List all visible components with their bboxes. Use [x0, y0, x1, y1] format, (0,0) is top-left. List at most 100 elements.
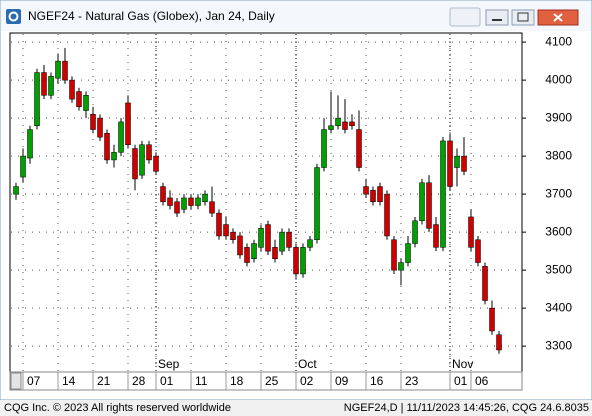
candle-body [377, 186, 383, 202]
candle-body [139, 144, 145, 176]
status-text: NGEF24,D | 11/11/2023 14:45:26, CQG 24.6… [344, 402, 589, 414]
candle-body [160, 186, 166, 202]
candle-body [48, 76, 54, 96]
candle-body [482, 266, 488, 301]
candle-body [307, 239, 313, 248]
month-label: Sep [158, 357, 180, 371]
x-tick-label: 06 [475, 374, 489, 388]
candle-body [216, 212, 222, 237]
candle-body [342, 121, 348, 130]
candle-body [384, 193, 390, 237]
y-tick-label: 3700 [545, 186, 572, 200]
candle-body [461, 155, 467, 172]
plot-area [9, 32, 523, 373]
x-tick-label: 01 [454, 374, 468, 388]
x-tick-label: 01 [160, 374, 174, 388]
app-icon [6, 9, 21, 24]
x-tick-label: 02 [300, 374, 314, 388]
x-tick-label: 07 [27, 374, 41, 388]
candle-body [181, 197, 187, 210]
candle-body [195, 197, 201, 206]
close-glyph [553, 13, 563, 22]
candle-body [83, 95, 89, 111]
y-tick-label: 4100 [545, 34, 572, 48]
candle-body [489, 307, 495, 332]
candle-body [146, 144, 152, 161]
candle-body [447, 140, 453, 187]
candle-body [349, 121, 355, 126]
candle-body [90, 114, 96, 130]
minimize-button[interactable] [485, 9, 509, 26]
maximize-glyph [517, 12, 529, 22]
chart-title: NGEF24 - Natural Gas (Globex), Jan 24, D… [28, 9, 275, 23]
candle-body [69, 79, 75, 100]
candle-body [209, 201, 215, 214]
candle-body [335, 117, 341, 126]
candle-body [321, 129, 327, 168]
candle-body [433, 224, 439, 248]
y-tick-label: 3400 [545, 300, 572, 314]
month-label: Oct [298, 357, 317, 371]
candle-body [76, 91, 82, 107]
y-tick-label: 3800 [545, 148, 572, 162]
x-tick-label: 25 [265, 374, 279, 388]
candle-body [391, 239, 397, 271]
candle-body [314, 167, 320, 240]
y-tick-label: 3900 [545, 110, 572, 124]
candle-body [202, 193, 208, 202]
y-tick-label: 3300 [545, 338, 572, 352]
candle-body [188, 197, 194, 206]
candle-body [419, 182, 425, 221]
x-tick-label: 18 [230, 374, 244, 388]
x-tick-label: 14 [62, 374, 76, 388]
status-bar [0, 400, 592, 416]
candle-body [174, 201, 180, 214]
candle-body [251, 243, 257, 259]
candle-body [426, 182, 432, 229]
candle-body [454, 155, 460, 168]
candle-body [167, 197, 173, 206]
candle-body [363, 186, 369, 195]
app-icon-glyph [8, 11, 19, 22]
candle-body [370, 190, 376, 202]
candle-body [405, 243, 411, 263]
candle-body [356, 129, 362, 168]
candle-body [286, 231, 292, 248]
candle-body [328, 125, 334, 130]
candle-body [398, 262, 404, 271]
candle-body [20, 155, 26, 178]
candle-body [272, 247, 278, 259]
copyright: CQG Inc. © 2023 All rights reserved worl… [4, 402, 231, 414]
x-tick-label: 28 [132, 374, 146, 388]
candle-body [496, 334, 502, 351]
candle-body [265, 224, 271, 252]
candle-body [230, 231, 236, 240]
candle-body [41, 72, 47, 96]
candle-body [97, 117, 103, 138]
candle-body [279, 231, 285, 252]
candle-body [440, 140, 446, 248]
candle-body [223, 224, 229, 237]
y-tick-label: 3600 [545, 224, 572, 238]
date-axis [9, 371, 523, 391]
candle-body [300, 247, 306, 275]
candle-body [27, 129, 33, 159]
candle-body [468, 216, 474, 248]
candle-body [475, 239, 481, 263]
month-label: Nov [452, 357, 473, 371]
candle-body [244, 247, 250, 263]
candle-body [55, 60, 61, 79]
scroll-box[interactable] [10, 372, 22, 390]
candle-body [13, 186, 19, 195]
y-tick-label: 3500 [545, 262, 572, 276]
candle-body [153, 155, 159, 172]
y-tick-label: 4000 [545, 72, 572, 86]
maximize-button[interactable] [511, 9, 535, 26]
candle-body [111, 152, 117, 161]
candle-body [62, 60, 68, 81]
link-button[interactable] [449, 7, 481, 27]
x-tick-label: 11 [195, 374, 208, 388]
x-tick-label: 16 [370, 374, 384, 388]
candle-body [293, 247, 299, 275]
